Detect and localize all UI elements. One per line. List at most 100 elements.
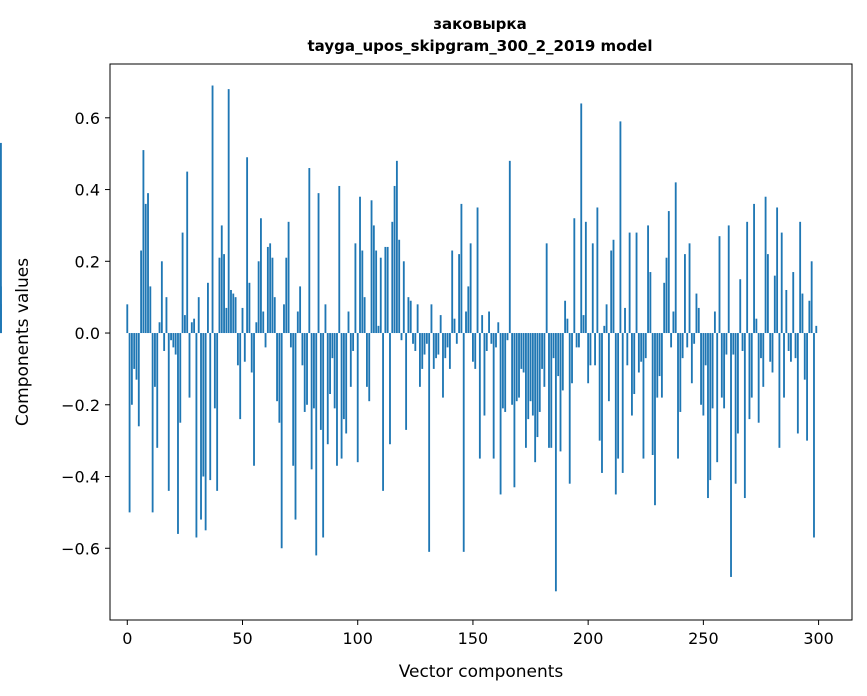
bar: [561, 333, 564, 391]
y-tick-label: −0.6: [61, 539, 100, 558]
bar: [531, 333, 534, 416]
bar: [684, 254, 686, 334]
bar: [322, 333, 325, 538]
bar: [635, 232, 638, 334]
bar: [211, 85, 214, 334]
bar: [273, 297, 276, 334]
bar: [375, 250, 378, 334]
bar: [246, 157, 249, 334]
bar: [780, 232, 783, 334]
bar: [522, 333, 525, 373]
bar: [566, 318, 569, 334]
bar: [598, 333, 601, 441]
bar: [342, 333, 345, 420]
bar: [808, 300, 811, 334]
bar: [142, 150, 145, 334]
bar: [587, 333, 590, 384]
bar: [294, 333, 297, 520]
bar: [133, 333, 136, 369]
y-axis-label: Components values: [13, 258, 33, 426]
bar: [193, 318, 196, 334]
y-tick-label: −0.2: [61, 396, 100, 415]
bar: [525, 333, 527, 448]
bar: [338, 185, 341, 334]
bar: [448, 333, 451, 369]
bar: [799, 221, 802, 334]
bar: [209, 333, 212, 481]
bar: [216, 333, 219, 491]
bar: [589, 333, 592, 366]
chart-subtitle: tayga_upos_skipgram_300_2_2019 model: [308, 37, 653, 55]
bar: [552, 333, 555, 359]
bar: [405, 333, 408, 430]
bar: [253, 333, 255, 466]
bar: [495, 333, 497, 348]
bar: [467, 286, 470, 334]
bar: [384, 246, 387, 334]
bar: [236, 333, 239, 366]
bar: [317, 193, 320, 334]
bar: [642, 333, 645, 459]
bar: [601, 333, 603, 473]
bar: [748, 333, 751, 420]
bar: [444, 333, 447, 359]
bar: [276, 333, 278, 402]
bar: [644, 333, 647, 359]
bar: [230, 289, 232, 334]
bar: [278, 333, 281, 423]
bar: [437, 333, 440, 355]
bar: [296, 311, 299, 334]
bar: [271, 257, 274, 334]
bar: [213, 333, 216, 409]
bar: [739, 279, 742, 334]
bar: [534, 333, 537, 463]
bar: [345, 333, 348, 434]
bar: [518, 333, 520, 398]
x-axis-ticks: 0 50 100 150 200 250 300: [122, 620, 834, 648]
bar: [670, 333, 673, 348]
bar: [594, 333, 596, 366]
bar: [359, 196, 361, 334]
bar: [578, 333, 580, 348]
bar: [280, 333, 283, 549]
bar: [584, 221, 587, 334]
bar: [140, 250, 143, 334]
bar: [543, 333, 546, 387]
bar: [612, 239, 615, 334]
bar: [472, 333, 474, 362]
bar: [813, 333, 815, 538]
plot-area-frame: [109, 63, 853, 621]
bar: [421, 333, 424, 369]
bar: [372, 225, 375, 334]
bar: [792, 272, 795, 334]
bar: [255, 322, 258, 334]
bar: [723, 333, 726, 409]
bar: [667, 211, 670, 334]
bar: [603, 325, 606, 334]
bar: [331, 333, 334, 359]
bar: [481, 315, 484, 334]
bar: [541, 333, 543, 369]
bar: [156, 333, 159, 448]
bar: [0, 304, 2, 334]
bar: [151, 333, 154, 513]
bar: [568, 333, 571, 484]
bar: [672, 311, 675, 334]
bar: [326, 333, 329, 445]
bar: [432, 333, 435, 369]
bar: [412, 333, 414, 344]
y-tick-label: 0.6: [75, 109, 100, 128]
bar: [292, 333, 295, 466]
bar: [490, 333, 493, 344]
bar: [619, 121, 622, 334]
bar: [737, 333, 739, 434]
bar: [617, 333, 620, 459]
bar: [308, 168, 311, 334]
bar: [746, 221, 749, 334]
bar: [391, 221, 394, 334]
bar: [220, 225, 223, 334]
bar: [511, 333, 514, 405]
bar: [147, 193, 149, 334]
bar: [379, 257, 382, 334]
bar: [455, 333, 458, 344]
